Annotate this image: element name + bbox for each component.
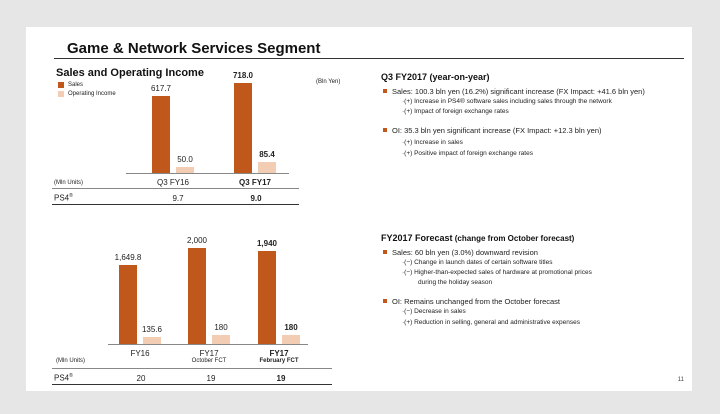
bottom-table-value-3: 19 xyxy=(276,374,286,383)
q3-sales-sub1: ·(+) Increase in PS4® software sales inc… xyxy=(402,98,612,105)
data-label: 617.7 xyxy=(150,83,172,93)
top-table-rule-2 xyxy=(52,204,299,205)
category-label: FY17 xyxy=(199,349,219,358)
q3-heading: Q3 FY2017 (year-on-year) xyxy=(381,72,490,82)
category-label: FY16 xyxy=(130,349,150,358)
bottom-axis-line xyxy=(108,344,308,345)
forecast-oi-sub1: ·(−) Decrease in sales xyxy=(402,308,466,315)
bar-sales xyxy=(258,250,276,344)
data-label: 718.0 xyxy=(232,71,254,80)
bar-operating-income xyxy=(176,166,194,173)
forecast-oi-text: OI: Remains unchanged from the October f… xyxy=(392,297,560,306)
legend-oi-swatch xyxy=(58,91,64,97)
top-table-value-2: 9.0 xyxy=(250,194,262,203)
category-sublabel: October FCT xyxy=(191,358,227,364)
top-table-unit: (Mln Units) xyxy=(54,180,84,186)
forecast-oi-sub2: ·(+) Reduction in selling, general and a… xyxy=(402,319,580,326)
data-label: 2,000 xyxy=(186,236,208,245)
category-label: FY17 xyxy=(269,349,289,358)
q3-sales-text: Sales: 100.3 bln yen (16.2%) significant… xyxy=(392,87,645,96)
bar-sales xyxy=(234,83,252,173)
data-label: 85.4 xyxy=(259,150,275,160)
bar-operating-income xyxy=(212,335,230,344)
q3-heading-main: Q3 FY2017 xyxy=(381,72,428,82)
forecast-heading-main: FY2017 Forecast xyxy=(381,233,453,243)
page-title: Game & Network Services Segment xyxy=(67,40,321,57)
top-table-reg: ® xyxy=(69,193,73,199)
data-label: 1,649.8 xyxy=(114,252,142,262)
bottom-table-rule-1 xyxy=(52,368,332,369)
q3-oi-sub1: ·(+) Increase in sales xyxy=(402,139,463,146)
data-label: 1,940 xyxy=(256,238,278,248)
bottom-table-row-label: PS4® xyxy=(54,373,73,383)
legend-sales: Sales xyxy=(58,82,83,88)
bullet-square-icon xyxy=(383,89,387,93)
data-label: 50.0 xyxy=(177,154,193,164)
bar-operating-income xyxy=(143,337,161,344)
data-label: 135.6 xyxy=(141,325,163,335)
bottom-table-reg: ® xyxy=(69,373,73,379)
top-table-row-text: PS4 xyxy=(54,193,70,203)
q3-sales-bullet: Sales: 100.3 bln yen (16.2%) significant… xyxy=(383,87,645,96)
q3-sales-sub2: ·(+) Impact of foreign exchange rates xyxy=(402,108,509,115)
forecast-sales-bullet: Sales: 60 bln yen (3.0%) downward revisi… xyxy=(383,248,538,257)
bottom-table-value-1: 20 xyxy=(136,374,146,383)
legend-sales-swatch xyxy=(58,82,64,88)
forecast-sales-sub3: during the holiday season xyxy=(418,279,493,286)
category-sublabel: February FCT xyxy=(259,358,299,364)
bar-sales xyxy=(152,95,170,173)
bottom-table-rule-2 xyxy=(52,384,332,385)
slide: Game & Network Services Segment Sales an… xyxy=(26,27,692,391)
legend-sales-label: Sales xyxy=(68,82,84,88)
q3-oi-text: OI: 35.3 bln yen significant increase (F… xyxy=(392,126,602,135)
q3-oi-bullet: OI: 35.3 bln yen significant increase (F… xyxy=(383,126,601,135)
bar-sales xyxy=(188,248,206,344)
forecast-heading-suffix: (change from October forecast) xyxy=(452,234,575,243)
bar-operating-income xyxy=(258,162,276,173)
forecast-heading: FY2017 Forecast (change from October for… xyxy=(381,233,574,243)
data-label: 180 xyxy=(214,323,228,333)
unit-note: (Bln Yen) xyxy=(316,79,341,85)
bottom-table-unit: (Mln Units) xyxy=(56,358,86,364)
q3-oi-sub2: ·(+) Positive impact of foreign exchange… xyxy=(402,150,533,157)
data-label: 180 xyxy=(284,323,298,333)
forecast-sales-text: Sales: 60 bln yen (3.0%) downward revisi… xyxy=(392,248,538,257)
bar-operating-income xyxy=(282,335,300,344)
top-table-rule-1 xyxy=(52,188,299,189)
bullet-square-icon xyxy=(383,299,387,303)
bullet-square-icon xyxy=(383,128,387,132)
bottom-table-row-text: PS4 xyxy=(54,373,70,383)
page-number: 11 xyxy=(677,377,684,383)
q3-heading-suffix: (year-on-year) xyxy=(427,72,490,82)
bar-sales xyxy=(119,264,137,344)
forecast-sales-sub1: ·(−) Change in launch dates of certain s… xyxy=(402,259,553,266)
legend-oi-label: Operating Income xyxy=(68,91,116,97)
bullet-square-icon xyxy=(383,250,387,254)
title-rule xyxy=(54,58,684,59)
bottom-table-value-2: 19 xyxy=(206,374,216,383)
chart-subtitle: Sales and Operating Income xyxy=(56,67,204,79)
top-table-row-label: PS4® xyxy=(54,193,73,203)
top-table-value-1: 9.7 xyxy=(172,194,184,203)
forecast-oi-bullet: OI: Remains unchanged from the October f… xyxy=(383,297,560,306)
category-label: Q3 FY17 xyxy=(238,178,271,187)
legend-oi: Operating Income xyxy=(58,91,116,97)
forecast-sales-sub2: ·(−) Higher-than-expected sales of hardw… xyxy=(402,269,592,276)
top-axis-line xyxy=(126,173,289,174)
category-label: Q3 FY16 xyxy=(156,178,189,187)
